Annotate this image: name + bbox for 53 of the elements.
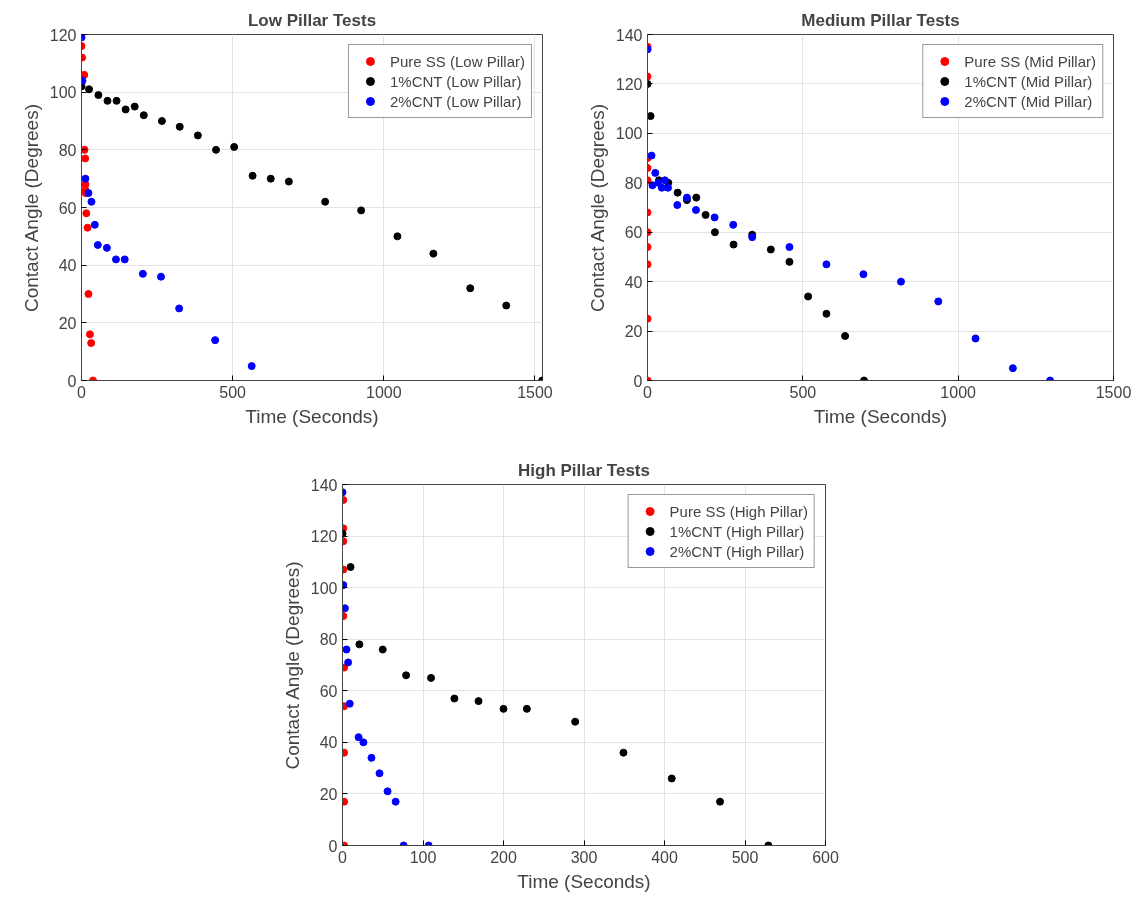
x-tick-label: 600 xyxy=(812,848,839,866)
x-tick-label: 500 xyxy=(219,383,247,401)
y-tick-label: 20 xyxy=(58,314,77,332)
x-axis-title: Time (Seconds) xyxy=(245,405,379,427)
y-tick-label: 40 xyxy=(319,734,338,752)
y-tick-label: 80 xyxy=(624,174,643,192)
legend-label: 1%CNT (Low Pillar) xyxy=(389,72,522,90)
y-axis-title: Contact Angle (Degrees) xyxy=(281,561,303,770)
y-tick-label: 0 xyxy=(633,372,643,390)
y-tick-label: 140 xyxy=(615,26,643,44)
y-tick-label: 100 xyxy=(615,125,643,143)
y-axis-title: Contact Angle (Degrees) xyxy=(20,103,42,313)
y-tick-label: 120 xyxy=(310,528,338,546)
y-tick-label: 80 xyxy=(319,631,338,649)
legend-label: Pure SS (Mid Pillar) xyxy=(964,52,1096,70)
y-tick-label: 0 xyxy=(328,837,338,855)
x-tick-label: 100 xyxy=(409,848,437,866)
x-tick-label: 500 xyxy=(789,383,817,401)
y-tick-label: 60 xyxy=(319,682,338,700)
chart-title: High Pillar Tests xyxy=(518,460,650,480)
chart-title: Medium Pillar Tests xyxy=(801,10,960,30)
y-tick-label: 120 xyxy=(615,75,643,93)
x-tick-label: 200 xyxy=(490,848,517,866)
chart-title: Low Pillar Tests xyxy=(247,10,377,30)
x-tick-label: 1500 xyxy=(517,383,553,401)
legend-label: 2%CNT (Low Pillar) xyxy=(389,92,522,110)
y-tick-label: 120 xyxy=(49,26,77,44)
legend-label: 1%CNT (Mid Pillar) xyxy=(964,72,1093,90)
y-tick-label: 80 xyxy=(58,141,77,159)
x-tick-label: 400 xyxy=(651,848,678,866)
y-tick-label: 20 xyxy=(319,785,338,803)
y-tick-label: 60 xyxy=(624,224,643,242)
legend-label: Pure SS (Low Pillar) xyxy=(389,52,525,70)
x-tick-label: 1500 xyxy=(1095,383,1132,401)
y-tick-label: 100 xyxy=(49,84,77,102)
y-tick-label: 40 xyxy=(58,257,77,275)
legend-label: 2%CNT (High Pillar) xyxy=(669,542,805,560)
y-tick-label: 60 xyxy=(58,199,77,217)
x-tick-label: 500 xyxy=(731,848,759,866)
y-tick-label: 40 xyxy=(624,273,643,291)
y-tick-label: 20 xyxy=(624,323,643,341)
x-tick-label: 300 xyxy=(570,848,598,866)
y-axis-title: Contact Angle (Degrees) xyxy=(586,103,608,313)
y-tick-label: 100 xyxy=(310,579,338,597)
legend-label: 1%CNT (High Pillar) xyxy=(669,522,805,540)
legend-label: 2%CNT (Mid Pillar) xyxy=(964,92,1093,110)
y-tick-label: 0 xyxy=(67,372,77,390)
legend-label: Pure SS (High Pillar) xyxy=(669,502,808,520)
x-axis-title: Time (Seconds) xyxy=(517,870,651,892)
x-tick-label: 1000 xyxy=(366,383,402,401)
y-tick-label: 140 xyxy=(310,476,338,494)
x-tick-label: 1000 xyxy=(940,383,977,401)
x-axis-title: Time (Seconds) xyxy=(813,405,948,427)
